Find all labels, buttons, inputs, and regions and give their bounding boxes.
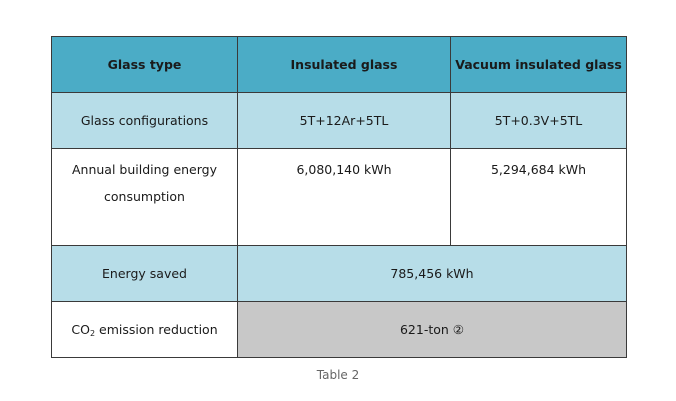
comparison-table: Glass type Insulated glass Vacuum insula…: [51, 36, 627, 358]
label-annual-energy-line1: Annual building energy: [71, 162, 218, 177]
label-glass-configurations: Glass configurations: [51, 92, 238, 149]
label-co2-reduction: CO2 emission reduction: [51, 301, 238, 358]
label-co2-subscript: 2: [89, 328, 96, 338]
header-insulated-glass: Insulated glass: [237, 36, 451, 93]
value-vacuum-configuration: 5T+0.3V+5TL: [450, 92, 627, 149]
row-glass-configurations: Glass configurations 5T+12Ar+5TL 5T+0.3V…: [51, 92, 627, 149]
row-energy-saved: Energy saved 785,456 kWh: [51, 245, 627, 302]
table-caption: Table 2: [316, 368, 360, 382]
value-insulated-configuration: 5T+12Ar+5TL: [237, 92, 451, 149]
label-annual-energy-line2: consumption: [104, 189, 185, 204]
row-co2-reduction: CO2 emission reduction 621-ton ②: [51, 301, 627, 358]
header-glass-type: Glass type: [51, 36, 238, 93]
value-energy-saved: 785,456 kWh: [237, 245, 627, 302]
label-energy-saved: Energy saved: [51, 245, 238, 302]
value-vacuum-energy-text: 5,294,684 kWh: [490, 162, 587, 177]
label-co2-prefix: CO: [71, 321, 90, 337]
value-co2-reduction: 621-ton ②: [237, 301, 627, 358]
header-vacuum-insulated-glass: Vacuum insulated glass: [450, 36, 627, 93]
label-annual-energy: Annual building energy consumption: [51, 148, 238, 246]
row-annual-energy: Annual building energy consumption 6,080…: [51, 148, 627, 246]
header-row: Glass type Insulated glass Vacuum insula…: [51, 36, 627, 93]
value-vacuum-energy: 5,294,684 kWh: [450, 148, 627, 246]
label-co2-suffix: emission reduction: [95, 321, 218, 337]
value-insulated-energy-text: 6,080,140 kWh: [296, 162, 392, 177]
value-insulated-energy: 6,080,140 kWh: [237, 148, 451, 246]
